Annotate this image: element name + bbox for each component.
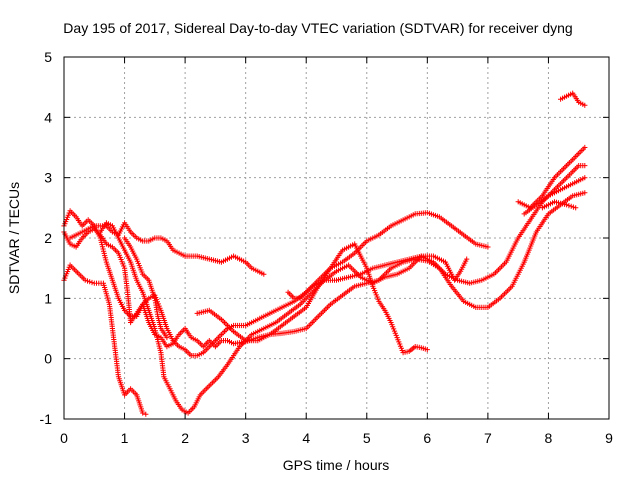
chart-title: Day 195 of 2017, Sidereal Day-to-day VTE…	[63, 20, 572, 36]
series-markers-arc-11	[539, 199, 579, 211]
series-arc-11	[539, 199, 579, 211]
series-arc-12	[558, 90, 588, 108]
plot-frame	[63, 56, 610, 420]
y-tick-label: 4	[44, 109, 52, 125]
y-axis-label: SDTVAR / TECUs	[6, 182, 22, 294]
series-arc-6	[122, 235, 170, 341]
series-markers-arc-5	[97, 220, 470, 416]
data-series	[61, 90, 588, 417]
series-arc-5	[97, 220, 470, 416]
series-markers-arc-7	[194, 241, 430, 356]
x-tick-label: 2	[181, 430, 189, 446]
y-tick-label: 2	[44, 230, 52, 246]
x-tick-label: 8	[545, 430, 553, 446]
series-arc-8	[285, 163, 588, 301]
x-tick-label: 0	[60, 430, 68, 446]
series-markers-arc-8	[285, 163, 588, 301]
series-markers-arc-4	[67, 220, 267, 277]
y-tick-label: 3	[44, 170, 52, 186]
x-tick-label: 5	[363, 430, 371, 446]
series-markers-arc-9	[515, 144, 588, 211]
x-tick-label: 7	[484, 430, 492, 446]
y-tick-label: 5	[44, 49, 52, 65]
x-tick-label: 6	[423, 430, 431, 446]
x-tick-label: 3	[242, 430, 250, 446]
x-tick-label: 4	[302, 430, 310, 446]
series-markers-arc-6	[122, 235, 170, 341]
series-arc-1	[61, 262, 149, 417]
series-markers-arc-1	[61, 262, 149, 417]
series-arc-7	[194, 241, 430, 356]
series-arc-4	[67, 220, 267, 277]
series-markers-arc-10	[521, 175, 588, 217]
axis-ticks: 0 1 2 3 4 5 6 7 8 9 -1 0 1 2 3 4 5	[40, 49, 614, 446]
y-tick-label: 0	[44, 351, 52, 367]
series-arc-9	[515, 144, 588, 211]
series-arc-10	[521, 175, 588, 217]
grid-lines	[64, 57, 609, 419]
x-tick-label: 1	[121, 430, 129, 446]
x-axis-label: GPS time / hours	[283, 457, 390, 473]
y-tick-label: 1	[44, 290, 52, 306]
y-tick-label: -1	[40, 411, 53, 427]
x-tick-label: 9	[605, 430, 613, 446]
series-markers-arc-12	[558, 90, 588, 108]
